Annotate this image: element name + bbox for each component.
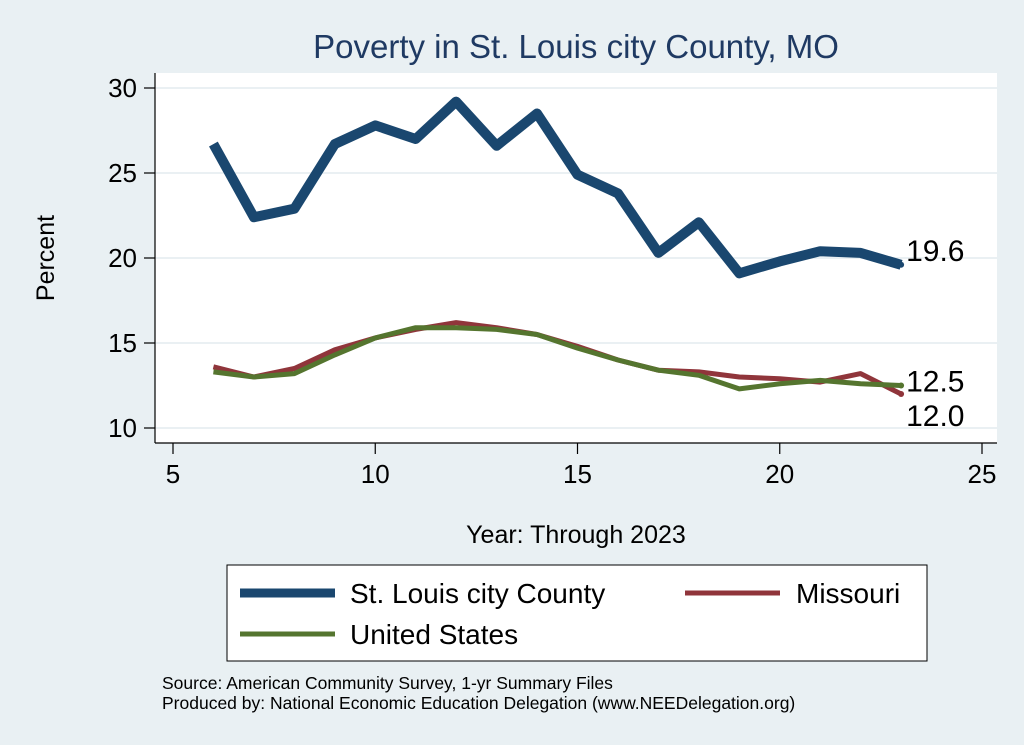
y-tick-label-10: 10 — [108, 413, 137, 443]
series-line-united-states — [213, 325, 902, 392]
x-tick-label-5: 5 — [166, 459, 180, 489]
end-point-missouri — [898, 391, 905, 397]
x-tick-label-15: 15 — [563, 459, 592, 489]
end-label-united-states: 12.5 — [906, 366, 964, 399]
legend-label-missouri: Missouri — [796, 578, 900, 609]
y-axis-label: Percent — [32, 215, 60, 301]
end-label-missouri: 12.0 — [906, 400, 964, 433]
x-tick-label-10: 10 — [361, 459, 390, 489]
y-tick-label-30: 30 — [108, 73, 137, 103]
end-labels: 19.6 12.012.5 — [898, 235, 964, 433]
end-label-st-louis: 19.6 — [906, 235, 964, 268]
legend-box — [226, 564, 928, 662]
x-tick-label-20: 20 — [765, 459, 794, 489]
y-tick-label-15: 15 — [108, 328, 137, 358]
axes: 10 15 20 25 30 5 10 15 20 25 — [108, 73, 997, 489]
produced-note: Produced by: National Economic Education… — [162, 693, 795, 713]
legend: St. Louis city County Missouri United St… — [226, 564, 928, 662]
y-tick-label-20: 20 — [108, 243, 137, 273]
chart-title: Poverty in St. Louis city County, MO — [313, 28, 839, 65]
end-point-united-states — [898, 382, 905, 389]
y-tick-label-25: 25 — [108, 158, 137, 188]
legend-label-united-states: United States — [350, 619, 518, 650]
legend-label-st-louis: St. Louis city County — [350, 578, 605, 609]
series-line-st-louis — [209, 96, 903, 279]
end-point-st-louis — [898, 261, 905, 268]
x-axis-label: Year: Through 2023 — [466, 521, 686, 549]
series-layer — [209, 96, 903, 397]
x-tick-label-25: 25 — [968, 459, 997, 489]
source-note: Source: American Community Survey, 1-yr … — [162, 673, 613, 693]
